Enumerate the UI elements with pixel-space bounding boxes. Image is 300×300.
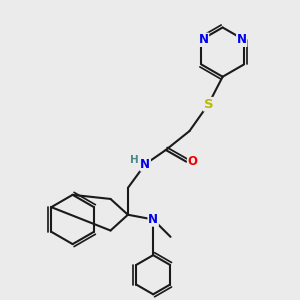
Text: S: S — [204, 98, 213, 111]
Text: N: N — [140, 158, 150, 171]
Text: N: N — [237, 33, 247, 46]
Text: N: N — [148, 213, 158, 226]
Text: O: O — [188, 155, 198, 168]
Text: H: H — [130, 155, 139, 165]
Text: N: N — [199, 33, 208, 46]
